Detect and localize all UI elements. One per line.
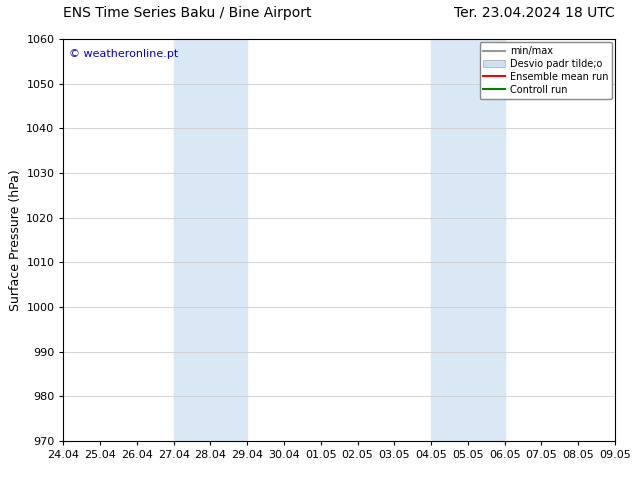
Y-axis label: Surface Pressure (hPa): Surface Pressure (hPa) <box>9 169 22 311</box>
Bar <box>431 39 505 441</box>
Legend: min/max, Desvio padr tilde;o, Ensemble mean run, Controll run: min/max, Desvio padr tilde;o, Ensemble m… <box>479 42 612 98</box>
Text: © weatheronline.pt: © weatheronline.pt <box>69 49 178 59</box>
Text: Ter. 23.04.2024 18 UTC: Ter. 23.04.2024 18 UTC <box>454 5 615 20</box>
Text: ENS Time Series Baku / Bine Airport: ENS Time Series Baku / Bine Airport <box>63 5 312 20</box>
Bar <box>174 39 247 441</box>
